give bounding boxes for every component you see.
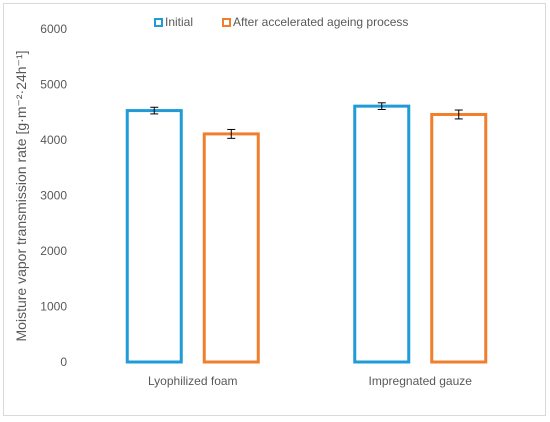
legend: Initial After accelerated ageing process (154, 15, 408, 29)
bar-initial-impregnated-gauze (353, 104, 411, 364)
bar-initial-lyophilized-foam (125, 109, 183, 364)
bar-after-ageing-impregnated-gauze (430, 112, 488, 364)
chart-frame: Initial After accelerated ageing process … (3, 3, 546, 416)
bar-chart: Initial After accelerated ageing process … (13, 15, 488, 388)
y-tick-label: 2000 (40, 244, 67, 258)
x-tick-label: Lyophilized foam (148, 374, 238, 388)
y-tick-label: 3000 (40, 189, 67, 203)
y-tick-label: 1000 (40, 300, 67, 314)
error-bar (227, 128, 236, 139)
bars (125, 104, 488, 364)
error-bar (150, 106, 159, 115)
error-bars (150, 102, 463, 139)
x-axis-ticks: Lyophilized foam Impregnated gauze (148, 374, 472, 388)
legend-item: After accelerated ageing process (222, 15, 408, 29)
y-tick-label: 0 (60, 355, 67, 369)
legend-swatch (154, 18, 163, 27)
y-tick-label: 4000 (40, 133, 67, 147)
bar-after-ageing-lyophilized-foam (202, 132, 260, 364)
error-bar (377, 102, 386, 110)
error-bar (454, 109, 463, 120)
legend-label: Initial (165, 15, 193, 29)
y-tick-label: 6000 (40, 22, 67, 36)
y-tick-label: 5000 (40, 78, 67, 92)
legend-swatch (222, 18, 231, 27)
legend-item: Initial (154, 15, 193, 29)
legend-label: After accelerated ageing process (233, 15, 408, 29)
y-axis-ticks: 0 1000 2000 3000 4000 5000 6000 (40, 22, 67, 369)
x-tick-label: Impregnated gauze (369, 374, 473, 388)
y-axis-label: Moisture vapor transmission rate [g·m⁻²·… (13, 51, 29, 342)
